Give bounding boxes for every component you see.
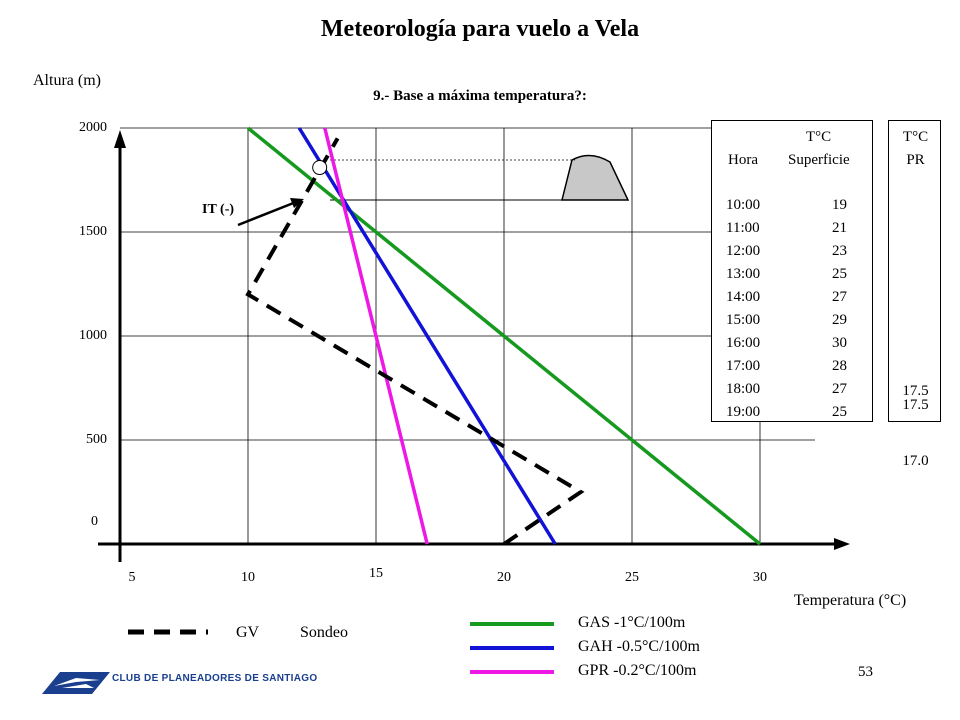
table-cell-hora: 12:00 — [726, 243, 761, 259]
cloud-icon — [561, 154, 630, 201]
table-cell-temp: 21 — [832, 220, 847, 236]
x-tick-label: 10 — [241, 570, 255, 585]
table-row: 18:00 27 — [712, 381, 874, 401]
table-cell-hora: 17:00 — [726, 358, 761, 374]
table-cell-hora: 10:00 — [726, 197, 761, 213]
y-tick-label: 2000 — [79, 120, 107, 135]
table-cell-hora: 15:00 — [726, 312, 761, 328]
x-tick-label: 15 — [369, 566, 383, 581]
pr-value: 17.5 — [902, 383, 929, 399]
it-arrow-head-icon — [290, 198, 304, 208]
table-cell-temp: 27 — [832, 289, 847, 305]
table-cell-hora: 14:00 — [726, 289, 761, 305]
annotation-it: IT (-) — [202, 202, 235, 217]
table-header-temp: T°C — [806, 129, 832, 145]
table-cell-temp: 30 — [832, 335, 847, 351]
x-tick-label: 20 — [497, 570, 511, 585]
base-point-marker — [312, 160, 328, 176]
page-title: Meteorología para vuelo a Vela — [320, 16, 640, 42]
x-axis-arrow-icon — [834, 538, 850, 550]
table-row: 16:00 30 — [712, 335, 874, 355]
y-tick-label: 0 — [91, 514, 98, 529]
y-tick-label: 500 — [86, 432, 107, 447]
surface-temperature-table: T°C Hora Superficie 10:00 19 11:00 21 12:00 2… — [711, 120, 873, 422]
club-logo-icon — [42, 672, 110, 694]
y-tick-label: 1000 — [79, 328, 107, 343]
series-line-gas — [246, 126, 762, 546]
table-row: 13:00 25 — [712, 266, 874, 286]
table-cell-temp: 28 — [832, 358, 847, 374]
x-tick-label: 30 — [753, 570, 767, 585]
legend-sondeo-label: Sondeo — [300, 624, 348, 641]
pr-value: 17.5 — [902, 397, 929, 413]
chart-subtitle: 9.- Base a máxima temperatura?: — [373, 88, 587, 104]
pr-header-temp: T°C — [902, 129, 929, 145]
club-logo-text: CLUB DE PLANEADORES DE SANTIAGO — [112, 673, 318, 684]
legend-gah-label: GAH -0.5°C/100m — [578, 638, 700, 655]
table-cell-hora: 19:00 — [726, 404, 761, 420]
it-arrow-line — [237, 200, 297, 227]
table-row: 12:00 23 — [712, 243, 874, 263]
x-axis-label: Temperatura (°C) — [793, 592, 907, 609]
table-cell-temp: 23 — [832, 243, 847, 259]
legend-gv-label: GV — [236, 624, 260, 641]
series-line-gpr — [323, 127, 429, 545]
table-cell-hora: 18:00 — [726, 381, 761, 397]
table-cell-temp: 25 — [832, 266, 847, 282]
y-axis-label: Altura (m) — [33, 72, 101, 89]
pr-value: 17.0 — [902, 453, 929, 469]
table-cell-temp: 29 — [832, 312, 847, 328]
table-cell-temp: 27 — [832, 381, 847, 397]
table-header-superficie: Superficie — [788, 152, 850, 168]
table-cell-hora: 13:00 — [726, 266, 761, 282]
table-cell-temp: 19 — [832, 197, 847, 213]
x-tick-label: 5 — [128, 570, 136, 585]
legend-gas-label: GAS -1°C/100m — [578, 614, 686, 631]
table-row: 19:00 25 — [712, 404, 874, 424]
pr-temperature-table: T°C PR 17.5 17.0 17.5 — [888, 120, 941, 469]
y-tick-label: 1500 — [79, 224, 107, 239]
table-cell-temp: 25 — [832, 404, 847, 420]
table-cell-hora: 16:00 — [726, 335, 761, 351]
legend-gpr-label: GPR -0.2°C/100m — [578, 662, 697, 679]
table-cell-hora: 11:00 — [726, 220, 760, 236]
table-row: 15:00 29 — [712, 312, 874, 332]
pr-header-pr: PR — [906, 152, 925, 168]
table-row: 11:00 21 — [712, 220, 874, 240]
y-axis-arrow-icon — [114, 130, 126, 148]
table-header-hora: Hora — [728, 152, 758, 168]
table-row: 17:00 28 — [712, 358, 874, 378]
page-number: 53 — [858, 664, 873, 680]
table-row: 14:00 27 — [712, 289, 874, 309]
x-tick-label: 25 — [625, 570, 639, 585]
series-line-gv — [245, 137, 585, 546]
table-row: 10:00 19 — [712, 197, 874, 217]
